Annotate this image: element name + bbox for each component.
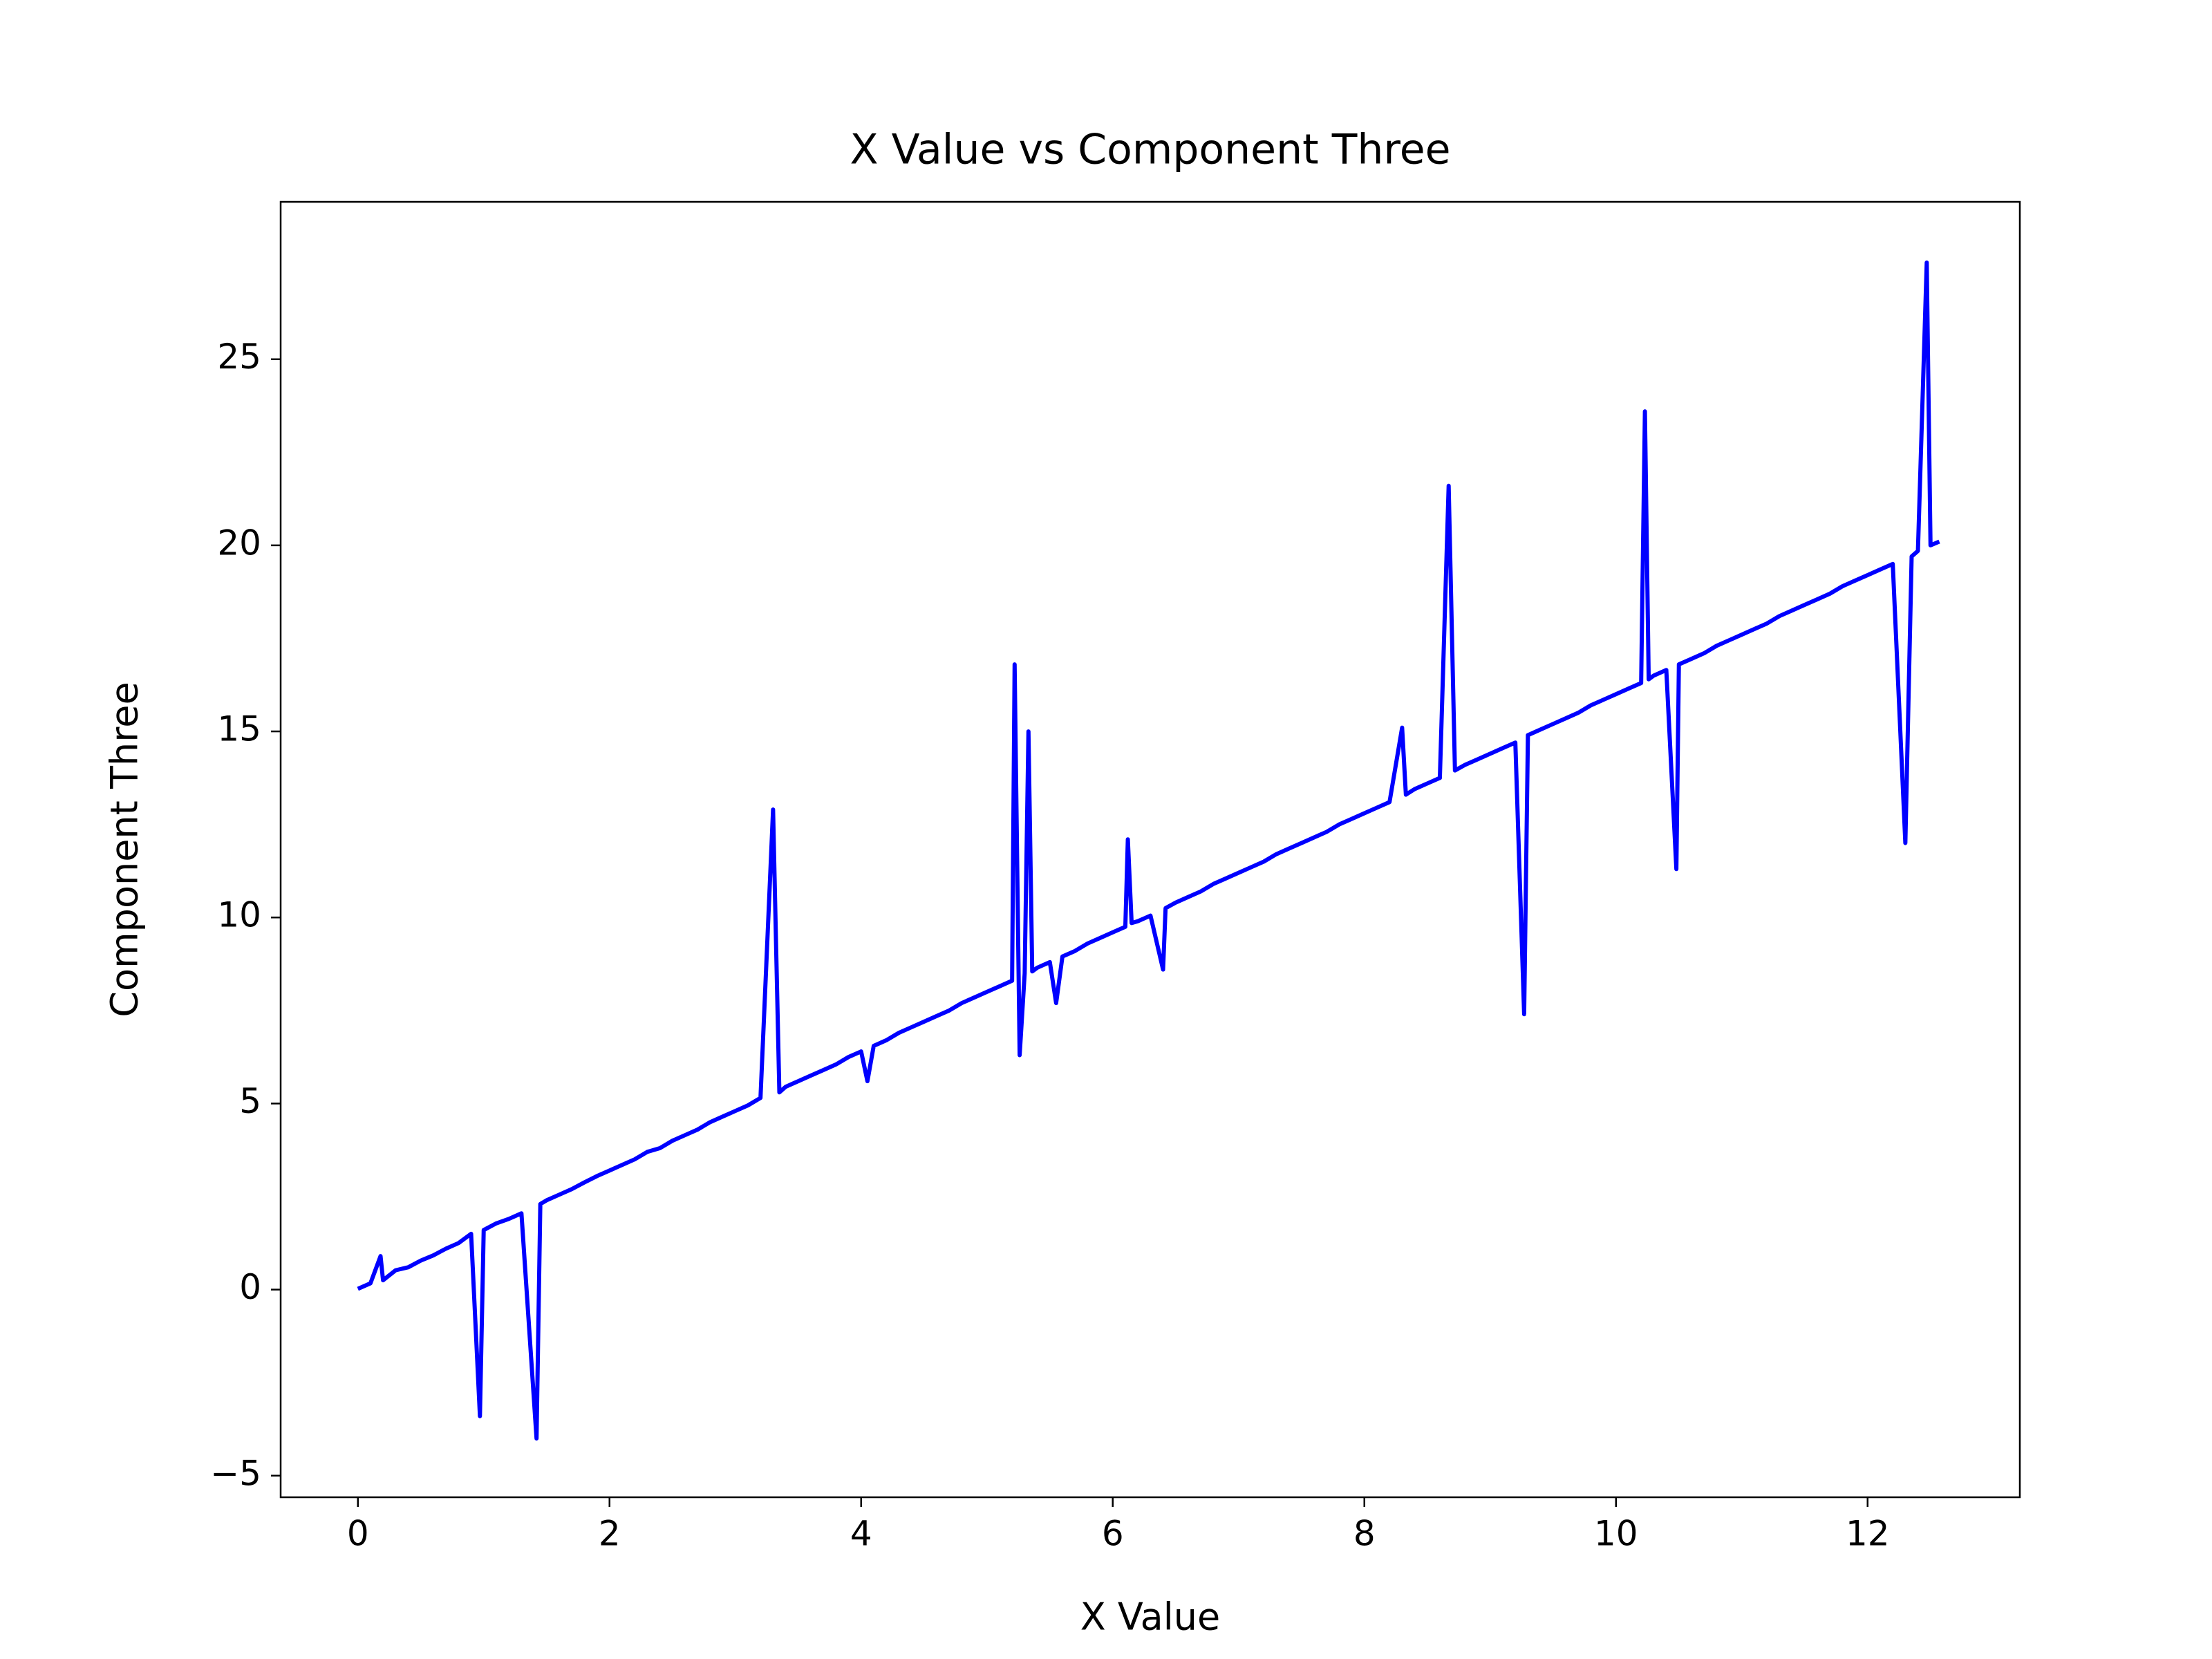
x-axis-label: X Value bbox=[1080, 1595, 1220, 1639]
chart-title: X Value vs Component Three bbox=[850, 126, 1450, 174]
plot-frame bbox=[279, 200, 2021, 1499]
x-tick-label: 8 bbox=[1353, 1514, 1376, 1554]
y-tick-label: 20 bbox=[217, 523, 261, 563]
y-axis-label: Component Three bbox=[103, 682, 147, 1017]
x-tick-label: 6 bbox=[1102, 1514, 1124, 1554]
x-tick-label: 2 bbox=[599, 1514, 621, 1554]
y-tick-label: 15 bbox=[217, 709, 261, 749]
x-tick-label: 4 bbox=[850, 1514, 872, 1554]
x-tick-label: 0 bbox=[347, 1514, 369, 1554]
y-tick-label: 5 bbox=[239, 1081, 261, 1121]
y-tick-label: 10 bbox=[217, 895, 261, 935]
x-tick-label: 12 bbox=[1846, 1514, 1890, 1554]
x-tick-label: 10 bbox=[1594, 1514, 1638, 1554]
y-tick-label: −5 bbox=[210, 1453, 261, 1493]
y-tick-label: 25 bbox=[217, 337, 261, 377]
y-tick-label: 0 bbox=[239, 1267, 261, 1307]
data-line bbox=[357, 260, 1940, 1441]
